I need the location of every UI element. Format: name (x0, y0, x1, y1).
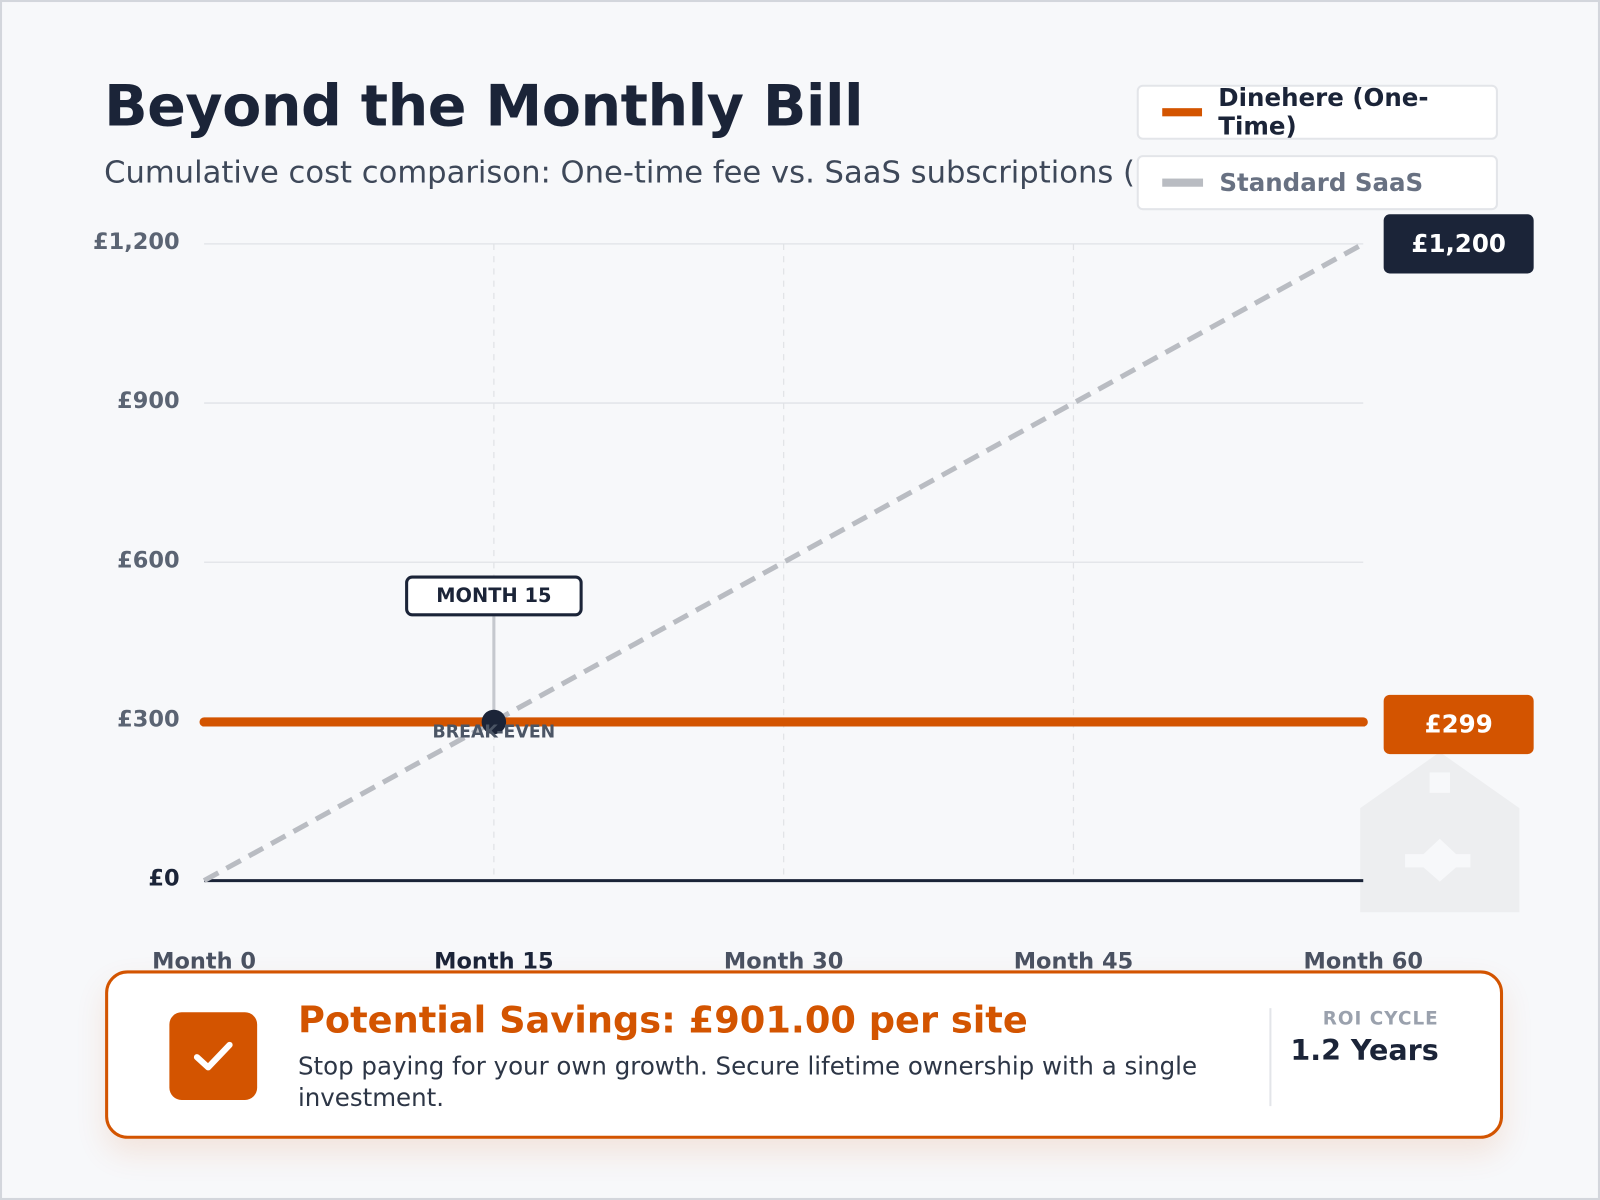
roi-value: 1.2 Years (1290, 1033, 1439, 1068)
savings-title: Potential Savings: £901.00 per site (297, 999, 1028, 1042)
saas-series-line (202, 241, 1365, 883)
y-tick-label: £0 (148, 866, 180, 892)
break-even-point[interactable] (481, 709, 507, 735)
legend-label: Dinehere (One-Time) (1218, 83, 1429, 141)
roi-label: ROI CYCLE (1322, 1008, 1439, 1030)
page-subtitle: Cumulative cost comparison: One-time fee… (104, 155, 1135, 191)
break-even-label: BREAK-EVEN (432, 722, 556, 743)
legend-swatch-gray (1162, 178, 1204, 187)
y-tick-label: £900 (117, 388, 180, 415)
legend-label: Standard SaaS (1219, 168, 1424, 197)
x-tick-label: Month 15 (434, 948, 554, 975)
break-even-callout: MONTH 15 (405, 575, 583, 617)
legend-item-dinehere[interactable]: Dinehere (One-Time) (1136, 83, 1498, 141)
x-tick-label: Month 60 (1303, 948, 1424, 975)
savings-summary-panel: Potential Savings: £901.00 per site Stop… (105, 970, 1504, 1139)
checkmark-icon (169, 1012, 258, 1100)
saas-end-value-tag: £1,200 (1383, 214, 1534, 274)
watermark-tag-icon (1360, 752, 1520, 913)
x-tick-label: Month 45 (1013, 948, 1134, 975)
x-tick-label: Month 0 (152, 948, 257, 975)
y-tick-label: £300 (117, 707, 180, 733)
legend-swatch-orange (1162, 108, 1202, 117)
x-tick-label: Month 30 (723, 948, 844, 975)
legend-item-saas[interactable]: Standard SaaS (1136, 155, 1498, 211)
page-title: Beyond the Monthly Bill (104, 73, 864, 140)
dinehere-end-value-tag: £299 (1383, 694, 1534, 755)
divider (1269, 1008, 1272, 1107)
y-tick-label: £1,200 (92, 229, 180, 256)
y-tick-label: £600 (117, 547, 180, 574)
savings-description: Stop paying for your own growth. Secure … (297, 1052, 1198, 1113)
